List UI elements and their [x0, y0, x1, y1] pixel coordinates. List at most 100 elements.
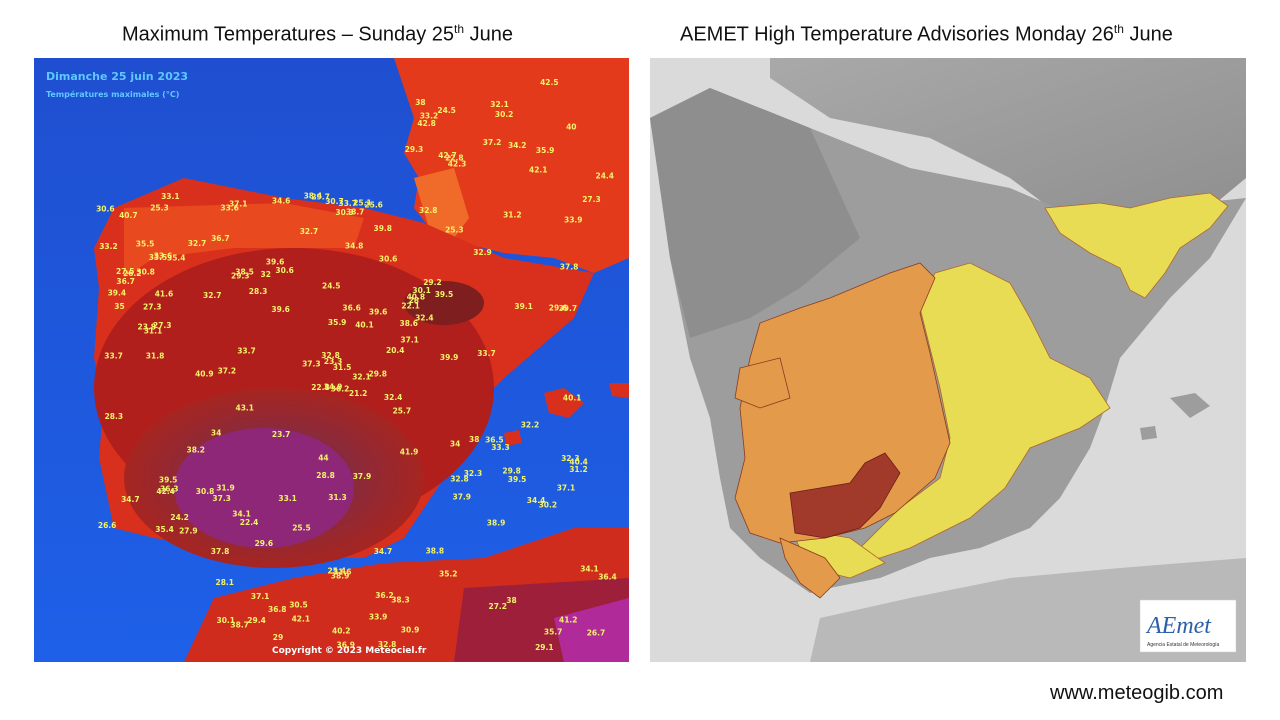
temperature-label: 30.6	[275, 266, 294, 275]
temperature-label: 27.3	[153, 321, 172, 330]
temperature-label: 34.6	[272, 197, 291, 206]
temperature-label: 25.1	[353, 199, 372, 208]
temperature-label: 32.8	[321, 351, 340, 360]
temperature-label: 32.3	[464, 469, 483, 478]
temperature-label: 32.7	[300, 227, 319, 236]
temperature-label: 31.2	[569, 465, 588, 474]
temperature-label: 25.5	[292, 524, 311, 533]
temperature-label: 30.6	[96, 205, 115, 214]
temperature-label: 30.8	[136, 267, 155, 276]
temperature-label: 34	[450, 439, 460, 448]
temperature-label: 34.2	[508, 141, 527, 150]
temperature-label: 22.4	[240, 518, 259, 527]
yellow-advisory-central	[849, 262, 1111, 559]
temperature-label: 40.2	[332, 627, 351, 636]
temperature-label: 21.2	[349, 389, 368, 398]
temperature-label: 25.3	[150, 204, 169, 213]
temperature-label: 35.5	[136, 240, 155, 249]
temperature-label: 29.6	[255, 539, 274, 548]
temperature-label: 43.1	[236, 404, 255, 413]
svg-text:Agencia Estatal de Meteorologí: Agencia Estatal de Meteorología	[1147, 642, 1219, 648]
temperature-label: 26.2	[123, 269, 142, 278]
temperature-label: 39.6	[266, 257, 285, 266]
temperature-label: 23.3	[324, 357, 343, 366]
temperature-label: 36.8	[268, 605, 287, 614]
temperature-label: 34.1	[580, 564, 599, 573]
temperature-label: 31.8	[146, 351, 165, 360]
temperature-label: 34.9	[324, 383, 343, 392]
temperature-label: 38.4	[304, 192, 323, 201]
temperature-label: 23.8	[138, 323, 157, 332]
temperature-label: 28.3	[249, 287, 268, 296]
temperature-label: 32.4	[415, 313, 434, 322]
temperature-label: 34.7	[374, 547, 393, 556]
temperature-label: 35.4	[155, 525, 174, 534]
temperature-label: 33.9	[564, 216, 583, 225]
temperature-label: 35.4	[167, 254, 186, 263]
temperature-label: 35.9	[328, 318, 347, 327]
temperature-label: 29.3	[405, 145, 424, 154]
temperature-label: 37.1	[400, 335, 419, 344]
temperature-label: 34	[211, 428, 221, 437]
temperature-label: 28.1	[216, 578, 235, 587]
temperature-label: 35	[114, 302, 124, 311]
temperature-label: 42.1	[292, 614, 311, 623]
temperature-label: 39.6	[369, 308, 388, 317]
temperature-label: 39.7	[559, 304, 578, 313]
temperature-label: 33.7	[339, 199, 358, 208]
left-panel-title: Maximum Temperatures – Sunday 25th June	[122, 22, 513, 46]
temperature-label: 30.2	[539, 500, 558, 509]
temperature-label: 31.1	[144, 326, 163, 335]
temperature-label: 24.4	[596, 172, 615, 181]
temperature-label: 24.5	[322, 282, 341, 291]
temperature-label: 34.1	[232, 510, 251, 519]
temperature-label: 40.7	[119, 211, 138, 220]
temperature-label: 25.3	[445, 225, 464, 234]
temperature-label: 37.1	[229, 200, 248, 209]
temperature-label: 33.7	[237, 347, 256, 356]
temperature-label: 37.1	[557, 483, 576, 492]
temperature-label: 29.4	[247, 616, 266, 625]
temperature-label: 32.1	[352, 373, 371, 382]
temperature-label: 29.6	[549, 303, 568, 312]
temperature-label: 32.7	[203, 291, 222, 300]
temperature-label: 33.1	[161, 192, 180, 201]
temperature-label: 40.1	[355, 321, 374, 330]
temperature-label: 29.8	[502, 466, 521, 475]
temperature-label: 30.5	[289, 601, 308, 610]
temperature-label: 33.5	[149, 253, 168, 262]
temperature-label: 28	[409, 296, 419, 305]
temperature-label: 31.3	[328, 493, 347, 502]
temperature-label: 38.9	[331, 571, 350, 580]
temperature-label: 38	[506, 596, 516, 605]
temperature-label: 32.1	[490, 100, 509, 109]
temperature-label: 39.8	[374, 224, 393, 233]
temperature-label: 38.8	[426, 546, 445, 555]
temperature-label: 27.5	[116, 267, 135, 276]
temperature-label: 27.9	[179, 527, 198, 536]
temperature-label: 40.4	[569, 458, 588, 467]
temperature-label: 29	[273, 633, 283, 642]
temperature-label: 38	[469, 435, 479, 444]
temperature-label: 30.8	[196, 487, 215, 496]
temperature-label: 33.3	[491, 443, 510, 452]
temperature-label: 37.2	[483, 138, 502, 147]
map-subtitle-stamp: Températures maximales (°C)	[46, 89, 179, 99]
temperature-label: 29.7	[311, 193, 330, 202]
temperature-label: 32.8	[378, 640, 397, 649]
temperature-label: 37.1	[251, 592, 270, 601]
temperature-label: 38.9	[487, 519, 506, 528]
temperature-label: 37.8	[560, 263, 579, 272]
temperature-label: 30.6	[379, 254, 398, 263]
temperature-label: 30.1	[412, 286, 431, 295]
temperature-label: 31.9	[216, 484, 235, 493]
temperature-label: 30.7	[325, 197, 344, 206]
temperature-label: 39.5	[435, 290, 454, 299]
france-relief	[770, 58, 1246, 218]
temperature-label: 32.9	[473, 248, 492, 257]
temperature-label: 36.7	[116, 277, 135, 286]
temperature-label: 22.8	[311, 383, 330, 392]
yellow-advisory-ebro	[1044, 192, 1229, 299]
temperature-label: 42.7	[438, 151, 457, 160]
temperature-label: 34.8	[345, 242, 364, 251]
